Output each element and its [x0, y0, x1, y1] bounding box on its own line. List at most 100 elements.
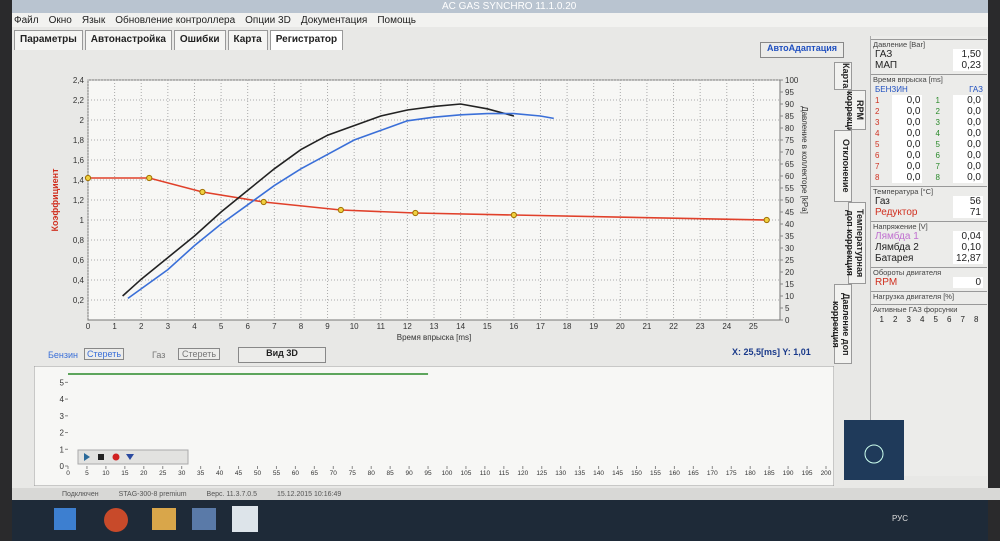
cylinder-number: 6 [875, 151, 880, 160]
petrol-time: 0,0 [892, 95, 923, 106]
start-button[interactable] [54, 508, 76, 530]
gas-time: 0,0 [953, 139, 983, 150]
auto-adapt-button[interactable]: АвтоАдаптация [760, 42, 844, 58]
x-tick-label: 10 [350, 322, 359, 331]
menu-item[interactable]: Документация [300, 14, 368, 26]
cylinder-number: 4 [935, 129, 940, 138]
menu-item[interactable]: Окно [48, 14, 72, 26]
x-tick-label: 9 [325, 322, 330, 331]
value-field: 0,04 [953, 231, 983, 242]
tab[interactable]: Автонастройка [84, 30, 172, 50]
vertical-tab[interactable]: Отклонение [834, 130, 852, 202]
down-icon[interactable] [126, 454, 134, 460]
x-tick-label: 20 [140, 470, 148, 477]
logo-bg [844, 420, 904, 480]
y-tick-label: 3 [60, 412, 65, 421]
x-tick-label: 105 [461, 470, 472, 477]
chart-toolbar: Бензин Стереть Газ Стереть Вид 3D [48, 346, 838, 364]
x-tick-label: 22 [669, 322, 678, 331]
clear-petrol-button[interactable]: Стереть [84, 348, 124, 360]
gas-time: 0,0 [953, 117, 983, 128]
y-tick-label: 2,4 [73, 76, 85, 85]
value-row: Лямбда 2 0,10 [871, 242, 987, 253]
stop-icon[interactable] [98, 454, 104, 460]
menu-item[interactable]: Помощь [377, 14, 416, 26]
record-icon[interactable] [112, 453, 120, 461]
injection-row: 1 0,0 1 0,0 [871, 95, 987, 106]
x-tick-label: 1 [112, 322, 117, 331]
menu-item[interactable]: Язык [81, 14, 106, 26]
language-indicator[interactable]: РУС [892, 514, 909, 523]
title-bar: AC GAS SYNCHRO 11.1.0.20 [12, 0, 988, 13]
injection-row: 8 0,0 8 0,0 [871, 172, 987, 183]
injector-number: 5 [933, 315, 938, 324]
y2-tick-label: 70 [785, 148, 794, 157]
y2-tick-label: 20 [785, 268, 794, 277]
x-tick-label: 11 [377, 322, 386, 331]
column-header: ГАЗ [969, 85, 983, 94]
cylinder-number: 3 [935, 118, 940, 127]
value-row: Газ 56 [871, 196, 987, 207]
tab[interactable]: Регистратор [269, 30, 344, 50]
play-icon[interactable] [84, 453, 90, 461]
value-label: RPM [875, 277, 898, 288]
group-title: Активные ГАЗ форсунки [871, 304, 987, 314]
ac-icon[interactable] [232, 506, 258, 532]
x-tick-label: 21 [642, 322, 651, 331]
x-tick-label: 6 [245, 322, 250, 331]
x-tick-label: 115 [499, 470, 510, 477]
cylinder-number: 2 [935, 107, 940, 116]
x-tick-label: 12 [403, 322, 412, 331]
x-tick-label: 25 [159, 470, 167, 477]
injector-number: 4 [920, 315, 925, 324]
menu-item[interactable]: Опции 3D [245, 14, 291, 26]
injector-number: 7 [960, 315, 965, 324]
x-tick-label: 4 [192, 322, 197, 331]
view-3d-button[interactable]: Вид 3D [238, 347, 326, 363]
y2-tick-label: 90 [785, 100, 794, 109]
x-tick-label: 25 [749, 322, 758, 331]
y-tick-label: 1,8 [73, 136, 85, 145]
gas-time: 0,0 [953, 150, 983, 161]
app-icon[interactable] [192, 508, 216, 530]
injector-number: 6 [947, 315, 952, 324]
value-row: Лямбда 1 0,04 [871, 231, 987, 242]
series-line [122, 103, 515, 297]
menu-item[interactable]: Файл [14, 14, 39, 26]
y2-tick-label: 65 [785, 160, 794, 169]
x-tick-label: 110 [480, 470, 491, 477]
x-tick-label: 130 [555, 470, 566, 477]
series-line [127, 112, 554, 300]
y-axis-label: Коэффициент [50, 168, 60, 232]
tab[interactable]: Параметры [14, 30, 83, 50]
browser-icon[interactable] [104, 508, 128, 532]
menu-bar: Файл Окно Язык Обновление контроллера Опции … [12, 13, 988, 27]
injection-row: 5 0,0 5 0,0 [871, 139, 987, 150]
petrol-time: 0,0 [892, 150, 923, 161]
vertical-tab[interactable]: Температурная доп коррекция [845, 202, 866, 284]
tab[interactable]: Карта [227, 30, 268, 50]
vertical-tab[interactable]: Давление доп коррекция [831, 284, 852, 364]
y-tick-label: 1 [60, 445, 65, 454]
tab[interactable]: Ошибки [173, 30, 226, 50]
petrol-label: Бензин [48, 350, 79, 360]
x-tick-label: 40 [216, 470, 224, 477]
x-tick-label: 170 [707, 470, 718, 477]
folder-icon[interactable] [152, 508, 176, 530]
petrol-time: 0,0 [892, 172, 923, 183]
gas-label: Газ [152, 350, 166, 360]
clear-gas-button[interactable]: Стереть [178, 348, 220, 360]
x-tick-label: 16 [509, 322, 518, 331]
vertical-tab[interactable]: Карта [834, 62, 852, 90]
vertical-tab[interactable]: RPM коррекция [845, 90, 866, 138]
y-tick-label: 5 [60, 378, 65, 387]
y2-tick-label: 30 [785, 244, 794, 253]
logo [844, 420, 904, 480]
injector-number: 1 [879, 315, 884, 324]
group-title: Время впрыска [ms] [871, 74, 987, 84]
y-tick-label: 0 [60, 462, 65, 471]
injection-row: 3 0,0 3 0,0 [871, 117, 987, 128]
menu-item[interactable]: Обновление контроллера [115, 14, 236, 26]
status-item: Верс. 11.3.7.0.5 [206, 490, 258, 498]
chart-frame [34, 366, 834, 486]
